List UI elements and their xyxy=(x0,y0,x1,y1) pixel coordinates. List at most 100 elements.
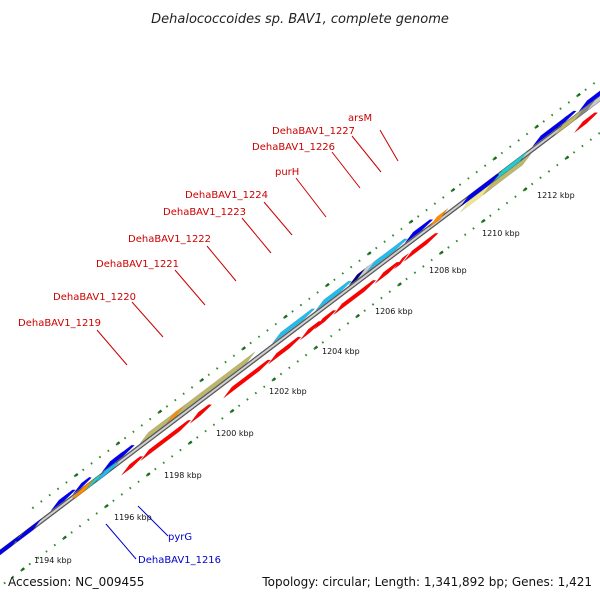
tick-dot xyxy=(391,234,395,237)
tick-dot xyxy=(525,132,529,136)
gene-feature xyxy=(315,280,353,312)
gene-feature xyxy=(374,261,401,284)
major-tick xyxy=(409,219,414,224)
tick-label: 1198 kbp xyxy=(164,471,202,480)
tick-dot xyxy=(145,474,149,477)
tick-dot xyxy=(279,372,283,376)
tick-dot xyxy=(157,411,160,415)
gene-feature xyxy=(189,404,213,424)
gene-feature xyxy=(72,476,93,495)
tick-dot xyxy=(282,316,286,320)
tick-dot xyxy=(547,170,551,173)
label-leader-line xyxy=(96,329,128,366)
gene-feature xyxy=(146,419,192,457)
major-tick xyxy=(188,440,193,445)
gene-feature xyxy=(555,110,578,129)
label-leader-line xyxy=(351,135,382,173)
gene-feature xyxy=(493,150,529,182)
gene-label: DehaBAV1_1219 xyxy=(18,318,101,329)
major-tick xyxy=(242,346,247,350)
tick-dot xyxy=(291,310,294,313)
tick-dot xyxy=(299,303,303,307)
tick-dot xyxy=(81,468,85,472)
tick-dot xyxy=(271,379,274,382)
tick-dot xyxy=(182,392,185,396)
tick-dot xyxy=(120,493,124,496)
tick-dot xyxy=(346,322,350,325)
tick-dot xyxy=(589,138,593,141)
tick-dot xyxy=(107,449,110,453)
tick-dot xyxy=(581,144,584,148)
gene-feature xyxy=(403,232,439,263)
major-tick xyxy=(493,156,498,160)
tick-dot xyxy=(396,284,400,287)
gene-feature xyxy=(428,208,449,229)
tick-dot xyxy=(204,429,207,433)
tick-dot xyxy=(212,423,216,427)
tick-dot xyxy=(550,113,554,117)
label-leader-line xyxy=(131,301,164,338)
tick-label: 1204 kbp xyxy=(322,347,360,356)
tick-dot xyxy=(257,335,261,339)
tick-dot xyxy=(308,297,311,300)
tick-dot xyxy=(174,398,177,402)
tick-dot xyxy=(405,277,408,281)
tick-dot xyxy=(232,354,236,358)
major-tick xyxy=(74,472,79,477)
label-leader-line xyxy=(105,523,137,560)
gene-feature xyxy=(299,320,323,341)
tick-label: 1200 kbp xyxy=(216,429,254,438)
tick-dot xyxy=(36,556,40,560)
tick-label: 1208 kbp xyxy=(429,266,467,275)
tick-dot xyxy=(11,575,15,579)
tick-dot xyxy=(500,151,504,155)
tick-dot xyxy=(366,253,370,256)
tick-dot xyxy=(115,443,118,446)
gene-feature xyxy=(14,518,42,542)
label-leader-line xyxy=(295,177,327,218)
tick-dot xyxy=(190,386,194,389)
tick-label: 1202 kbp xyxy=(269,387,307,396)
tick-dot xyxy=(492,158,495,161)
gene-features xyxy=(0,90,600,556)
tick-dot xyxy=(514,195,517,198)
major-tick xyxy=(535,124,540,129)
tick-dot xyxy=(28,562,32,566)
tick-dot xyxy=(467,177,470,180)
tick-dot xyxy=(463,233,467,236)
tick-dot xyxy=(61,537,65,541)
tick-dot xyxy=(195,436,199,439)
tick-dot xyxy=(375,246,378,250)
gene-label: DehaBAV1_1227 xyxy=(272,126,355,137)
major-tick xyxy=(116,441,121,445)
tick-dot xyxy=(355,315,358,319)
tick-dot xyxy=(475,170,478,174)
tick-dot xyxy=(90,462,93,465)
tick-dot xyxy=(221,417,224,420)
major-tick xyxy=(230,408,235,413)
tick-dot xyxy=(316,291,319,294)
map-title: Dehalococcoides sp. BAV1, complete genom… xyxy=(151,12,449,27)
tick-dot xyxy=(65,481,68,484)
label-leader-line xyxy=(137,505,169,537)
tick-dot xyxy=(237,404,241,408)
label-leader-line xyxy=(241,217,272,254)
tick-dot xyxy=(584,88,587,91)
tick-dot xyxy=(112,499,115,503)
gene-label: arsM xyxy=(348,113,372,124)
tick-dot xyxy=(329,334,333,338)
tick-dot xyxy=(123,436,127,440)
tick-dot xyxy=(304,353,308,357)
gene-feature xyxy=(460,173,501,207)
tick-dot xyxy=(576,94,579,98)
gene-feature xyxy=(574,112,599,133)
major-tick xyxy=(451,187,456,192)
tick-dot xyxy=(154,467,157,471)
label-leader-line xyxy=(263,201,293,236)
tick-dot xyxy=(48,493,51,497)
major-tick xyxy=(200,377,205,382)
tick-dot xyxy=(341,272,345,275)
tick-dot xyxy=(413,271,417,274)
tick-dot xyxy=(400,227,403,231)
tick-dot xyxy=(40,500,43,503)
